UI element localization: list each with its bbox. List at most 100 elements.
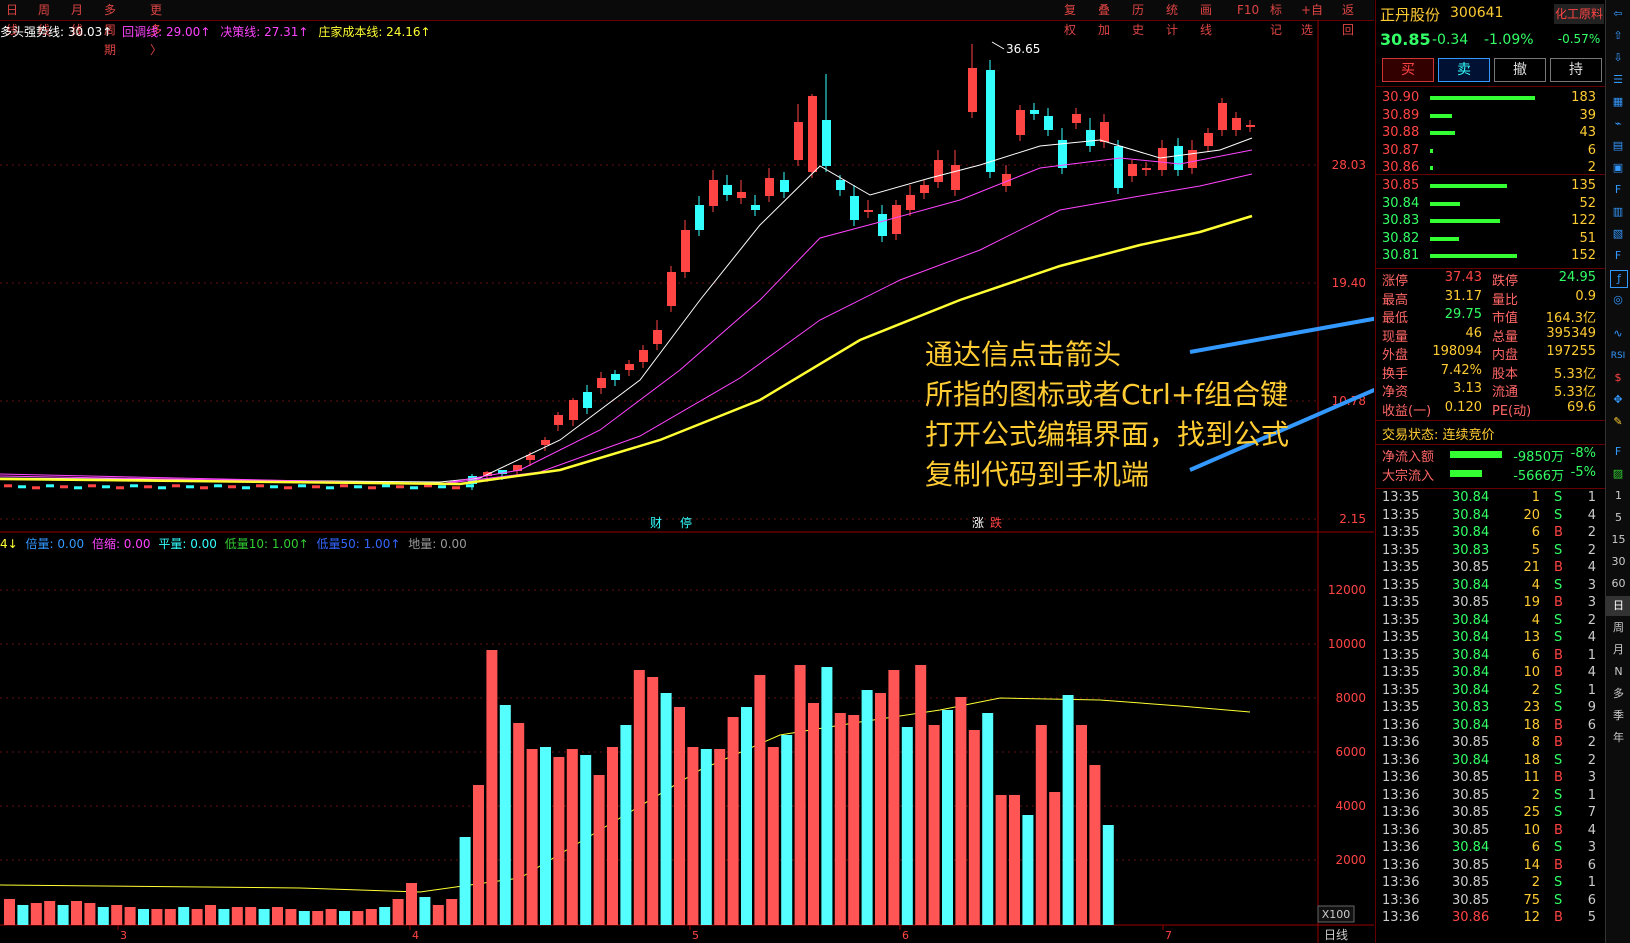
event-label: 财 (650, 516, 662, 530)
candle (1058, 140, 1067, 168)
kline-chart[interactable]: 28.0319.4010.782.15120001000080006000400… (0, 0, 1374, 943)
menu-back[interactable]: 返回 (1342, 3, 1355, 37)
ask-row[interactable]: 30.89 39 (1382, 108, 1600, 126)
stat-label: 流通 (1492, 385, 1519, 400)
tick-time: 13:36 (1382, 805, 1420, 820)
formula-editor-icon[interactable]: ƒ (1610, 270, 1628, 288)
menu-history[interactable]: 历史 (1132, 3, 1145, 37)
tick-count: 7 (1587, 805, 1596, 820)
period-button-周[interactable]: 周 (1613, 621, 1624, 634)
tick-time: 13:35 (1382, 560, 1420, 575)
cancel-order-button[interactable]: 撤 (1494, 58, 1546, 82)
volume-bar (57, 905, 69, 925)
period-button-1[interactable]: 1 (1615, 489, 1622, 502)
menu-daily[interactable]: 日线 (6, 3, 19, 37)
date-axis-label: 4 (412, 929, 419, 942)
bid-row[interactable]: 30.84 52 (1382, 196, 1600, 214)
down-arrow-icon[interactable]: ⇩ (1613, 51, 1623, 64)
period-button-5[interactable]: 5 (1615, 511, 1622, 524)
period-button-月[interactable]: 月 (1613, 643, 1624, 656)
volume-bar (1076, 725, 1087, 925)
chart-icon[interactable]: ⌁ (1614, 117, 1622, 130)
news-icon[interactable]: ▥ (1612, 205, 1624, 218)
up-arrow-icon[interactable]: ⇧ (1613, 29, 1623, 42)
list-icon[interactable]: ☰ (1613, 73, 1623, 86)
buy-button[interactable]: 买 (1382, 58, 1434, 82)
f12-icon[interactable]: F (1614, 249, 1622, 262)
move-icon[interactable]: ✥ (1613, 393, 1623, 406)
tick-price: 30.84 (1452, 577, 1490, 593)
f10-icon[interactable]: F (1614, 183, 1622, 196)
menu-fuquan[interactable]: 复权 (1064, 3, 1077, 37)
rsi-icon[interactable]: RSI (1610, 351, 1626, 361)
bid-row[interactable]: 30.82 51 (1382, 231, 1600, 249)
candle (242, 486, 250, 490)
volume-bar (1049, 792, 1061, 925)
tick-side: S (1554, 682, 1563, 698)
period-button-日[interactable]: 日 (1606, 596, 1630, 616)
f5-icon[interactable]: F (1614, 445, 1622, 458)
money-icon[interactable]: $ (1614, 371, 1622, 384)
period-button-60[interactable]: 60 (1611, 577, 1626, 590)
volume-bar (674, 707, 685, 925)
stat-label: 市值 (1492, 311, 1519, 326)
menu-mark[interactable]: 标记 (1270, 3, 1283, 37)
bid-row[interactable]: 30.81 152 (1382, 248, 1600, 266)
candle (780, 180, 789, 192)
menu-overlay[interactable]: 叠加 (1098, 3, 1111, 37)
candle (667, 272, 676, 306)
period-button-N[interactable]: N (1614, 665, 1623, 678)
back-arrow-icon[interactable]: ⇦ (1613, 7, 1623, 20)
stat-row: 最低 29.75 市值 164.3亿 (1382, 307, 1600, 326)
ask-row[interactable]: 30.87 6 (1382, 143, 1600, 161)
tick-volume: 2 (1531, 787, 1540, 803)
indicator-strong-line: 多头强势线: 30.03↑ (0, 25, 113, 39)
tick-volume: 2 (1531, 682, 1540, 698)
ask-price: 30.90 (1382, 90, 1420, 105)
bid-row[interactable]: 30.83 122 (1382, 213, 1600, 231)
bid-row[interactable]: 30.85 135 (1382, 178, 1600, 196)
volume-bar (607, 747, 618, 925)
period-button-年[interactable]: 年 (1613, 731, 1624, 744)
bid-price: 30.84 (1382, 195, 1420, 211)
period-button-多[interactable]: 多 (1613, 687, 1624, 700)
candle (298, 484, 306, 488)
period-button-30[interactable]: 30 (1611, 555, 1626, 568)
tick-count: 3 (1587, 595, 1596, 610)
ask-row[interactable]: 30.86 2 (1382, 160, 1600, 178)
menu-add-favorite[interactable]: +自选 (1301, 3, 1324, 37)
menu-multi-period[interactable]: 多周期 (104, 3, 117, 57)
picture-icon[interactable]: ▨ (1612, 467, 1624, 480)
candle (410, 486, 418, 490)
period-button-季[interactable]: 季 (1613, 709, 1624, 722)
menu-f10[interactable]: F10 (1237, 3, 1260, 17)
candle (32, 486, 40, 490)
menu-more[interactable]: 更多 〉 (150, 3, 163, 57)
industry-tag[interactable]: 化工原料 (1554, 4, 1604, 24)
window-icon[interactable]: ▣ (1612, 161, 1624, 174)
period-button-15[interactable]: 15 (1611, 533, 1626, 546)
grid-icon[interactable]: ▤ (1612, 139, 1624, 152)
positions-button[interactable]: 持 (1550, 58, 1602, 82)
ask-row[interactable]: 30.88 43 (1382, 125, 1600, 143)
line-chart-icon[interactable]: ∿ (1613, 327, 1623, 340)
pencil-icon[interactable]: ✎ (1613, 415, 1623, 428)
candle (1072, 114, 1081, 123)
tick-count: 4 (1587, 507, 1596, 523)
tick-count: 1 (1587, 490, 1596, 505)
menu-monthly[interactable]: 月线 (71, 3, 84, 37)
menu-stats[interactable]: 统计 (1166, 3, 1179, 37)
menu-draw[interactable]: 画线 (1200, 3, 1213, 37)
report-icon[interactable]: ▧ (1612, 227, 1624, 240)
stat-value: 164.3亿 (1545, 311, 1596, 326)
tick-list[interactable]: 13:35 30.84 1 S 1 13:35 30.84 20 S 4 13:35 30.84 6 B 2… (1376, 490, 1606, 940)
volume-bar (245, 907, 257, 925)
sell-button[interactable]: 卖 (1438, 58, 1490, 82)
tick-price: 30.84 (1452, 665, 1490, 680)
circle-icon[interactable]: ◎ (1613, 293, 1623, 306)
candle (74, 486, 82, 490)
menu-weekly[interactable]: 周线 (38, 3, 51, 37)
table-icon[interactable]: ▦ (1612, 95, 1624, 108)
ask-row[interactable]: 30.90 183 (1382, 90, 1600, 108)
stat-value: 395349 (1546, 325, 1596, 341)
